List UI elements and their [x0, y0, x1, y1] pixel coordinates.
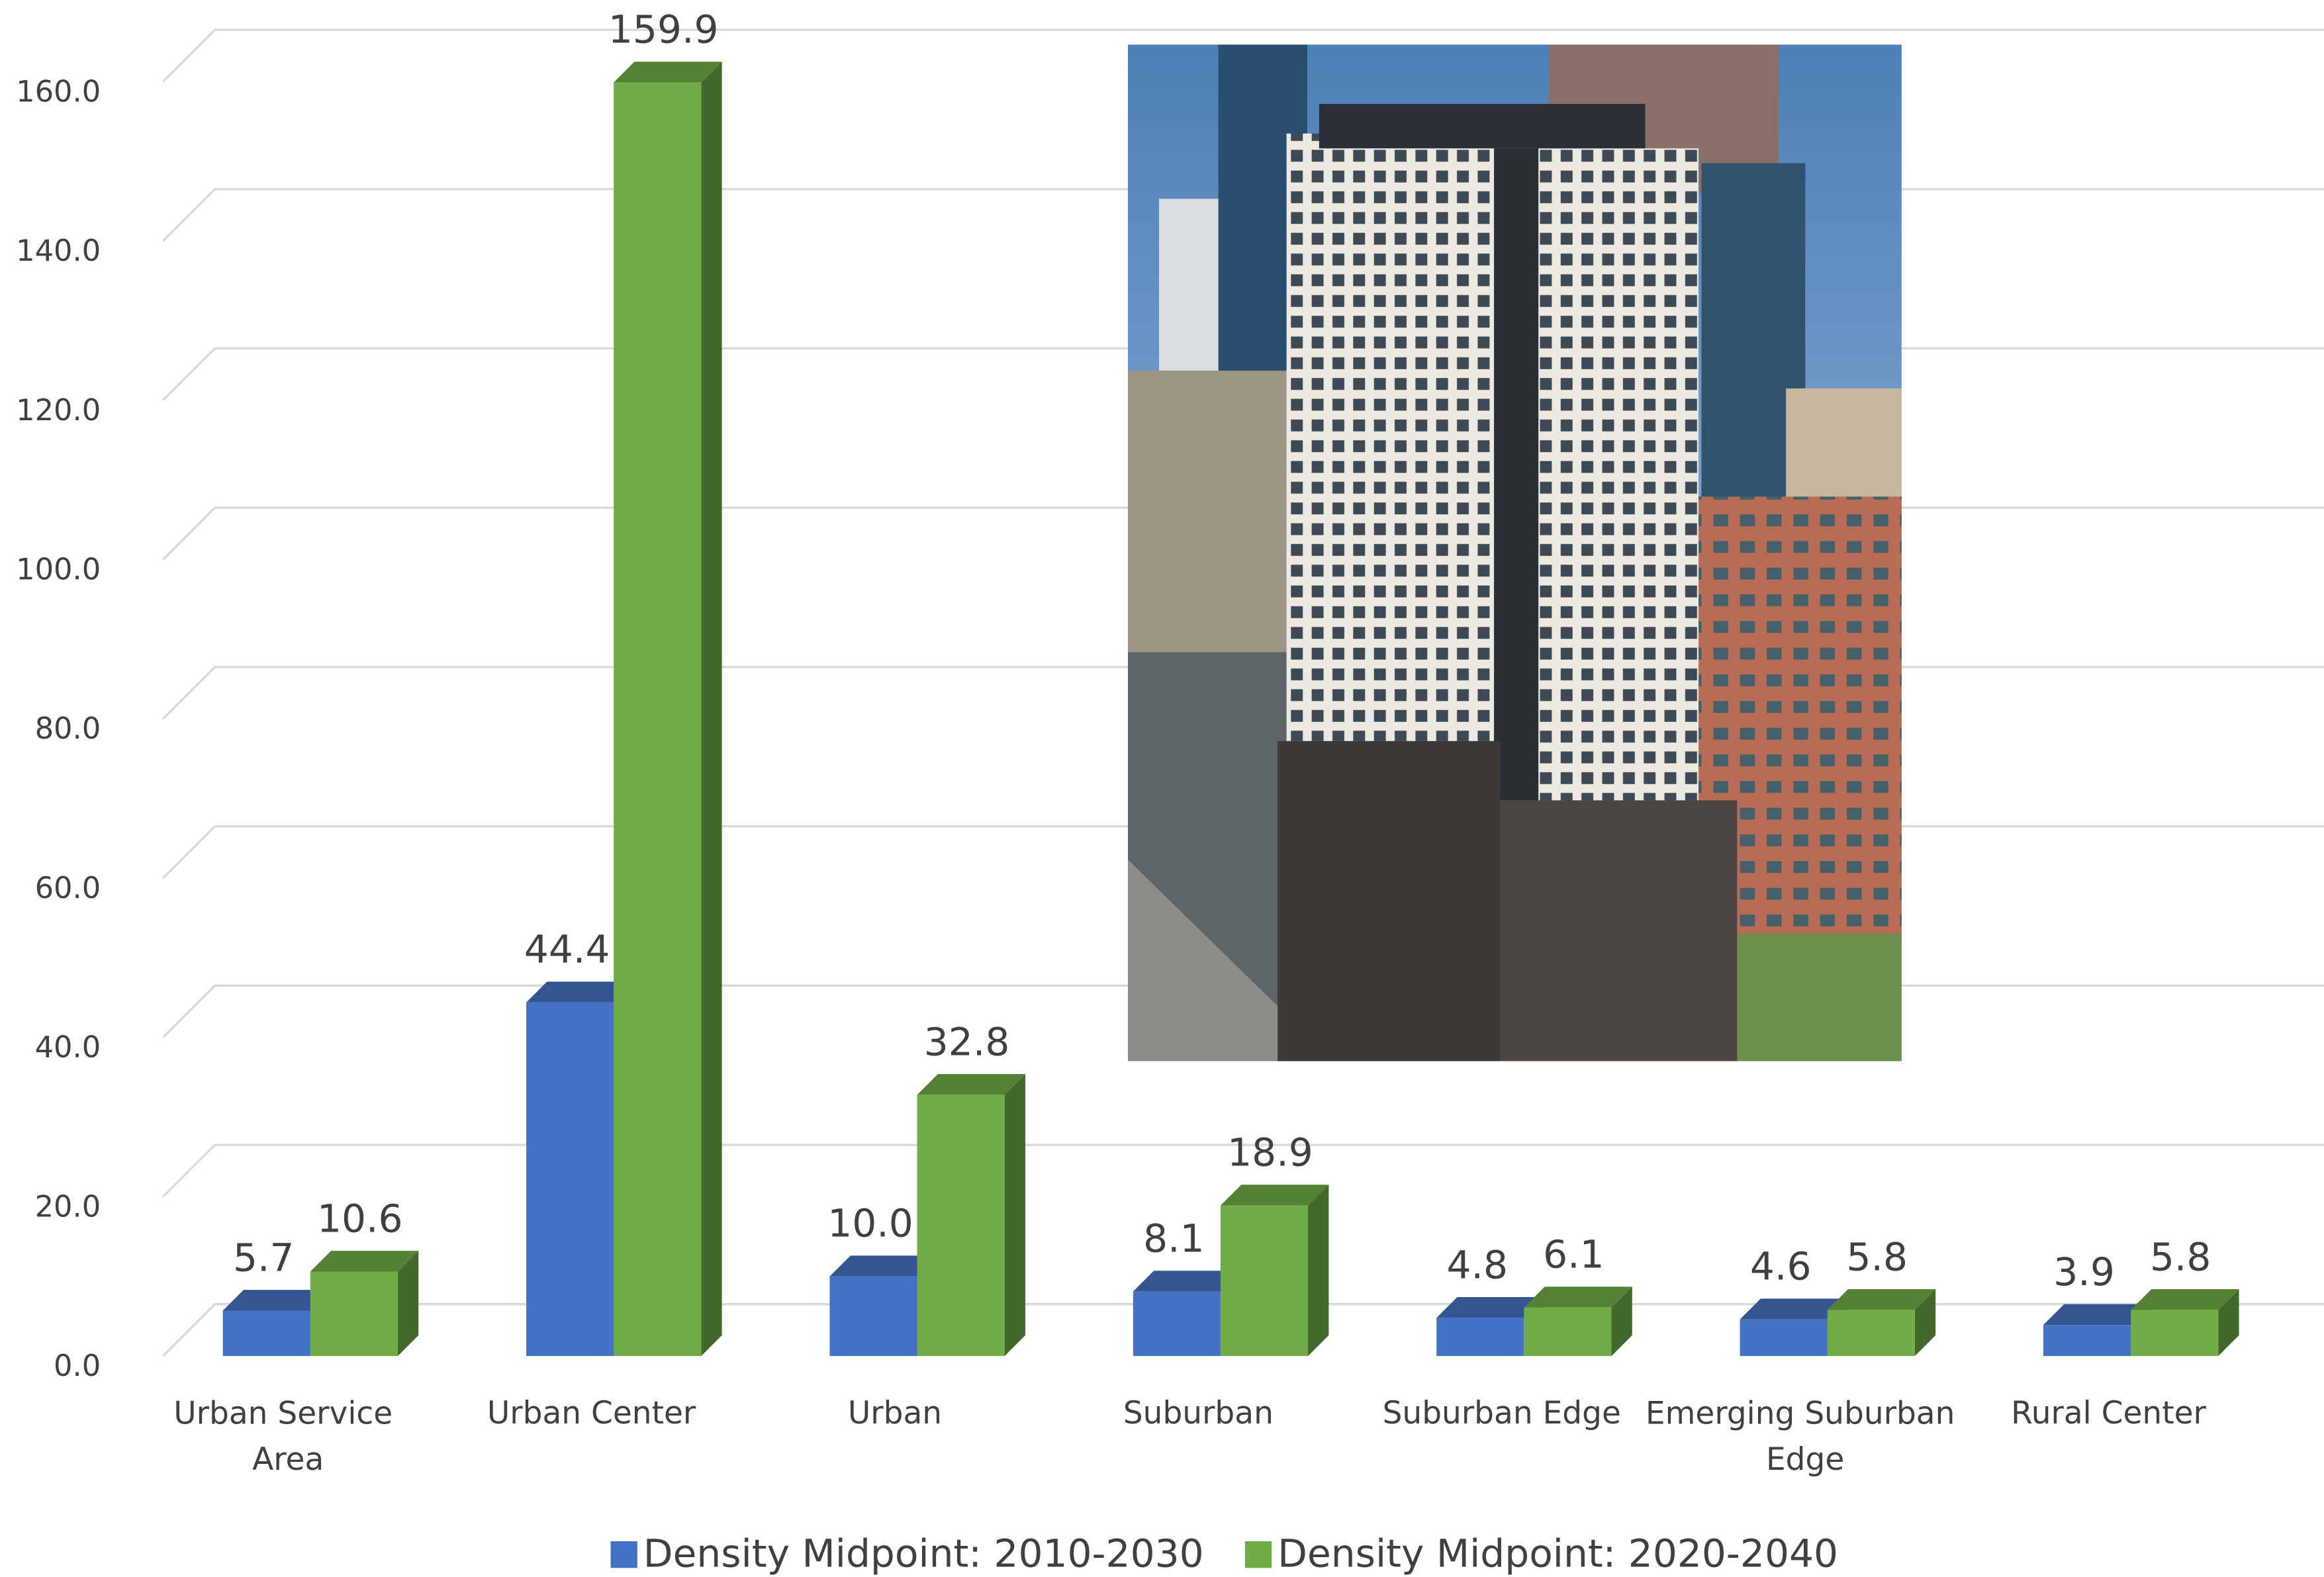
y-tick-label: 40.0: [35, 1030, 101, 1065]
bar-top: [1827, 1288, 1936, 1310]
bar: [1827, 1288, 1936, 1357]
value-label: 4.6: [1750, 1244, 1812, 1289]
value-label: 10.6: [317, 1196, 403, 1241]
bar: [1827, 1310, 1915, 1357]
x-tick-label: Suburban Edge: [1383, 1395, 1621, 1431]
bar: [310, 1271, 398, 1357]
value-label: 6.1: [1543, 1232, 1604, 1277]
legend-label: Density Midpoint: 2010-2030: [643, 1531, 1204, 1576]
y-tick-label: 160.0: [16, 73, 101, 109]
value-label: 8.1: [1143, 1216, 1205, 1261]
y-tick-label: 20.0: [35, 1189, 101, 1224]
photo: [1127, 44, 1902, 1061]
x-tick-label: Emerging Suburban Edge: [1646, 1395, 1965, 1477]
y-tick-label: 120.0: [16, 392, 101, 428]
grid: 0.0 20.0 40.0 60.0 80.0 100.0 120.0 140.0 160.0 U…: [16, 28, 2324, 1478]
value-label: 5.8: [1846, 1234, 1908, 1279]
value-label: 5.8: [2150, 1234, 2211, 1279]
y-tick-label: 140.0: [16, 233, 101, 268]
x-tick-label: Urban Service Area: [173, 1395, 402, 1477]
bar-side: [1914, 1288, 1936, 1357]
legend: Density Midpoint: 2010-2030 Density Midpo…: [610, 1531, 1838, 1576]
bars: 5.7 10.6 44.4 159.9 10.0 32.8 8.1 18.9 4.8 6.1 4.6…: [222, 7, 2239, 1357]
bar-top: [917, 1073, 1026, 1095]
bar: [310, 1251, 419, 1357]
x-tick-label: Rural Center: [2011, 1395, 2206, 1431]
bar-top: [614, 62, 722, 83]
legend-label: Density Midpoint: 2020-2040: [1278, 1531, 1838, 1576]
bar: [1524, 1307, 1612, 1357]
bar: [1133, 1291, 1221, 1357]
value-label: 3.9: [2053, 1249, 2115, 1294]
bar: [2043, 1325, 2131, 1357]
value-label: 5.7: [233, 1235, 295, 1280]
bar: [526, 1002, 614, 1357]
bar: [1740, 1319, 1828, 1357]
x-tick-label: Urban: [848, 1395, 942, 1431]
value-label: 159.9: [608, 7, 719, 52]
bar: [1436, 1318, 1524, 1357]
legend-swatch: [1244, 1541, 1272, 1568]
x-tick-label: Suburban: [1123, 1395, 1274, 1431]
bar-top: [310, 1251, 419, 1272]
y-tick-label: 80.0: [35, 711, 101, 746]
bar-top: [526, 981, 635, 1003]
bar: [1220, 1205, 1309, 1357]
bar-top: [1740, 1298, 1849, 1320]
legend-swatch: [610, 1541, 637, 1568]
bar-side: [397, 1251, 419, 1357]
bar-side: [1004, 1073, 1026, 1357]
bar-side: [1611, 1286, 1632, 1357]
bar-top: [1220, 1185, 1329, 1206]
y-tick-label: 100.0: [16, 551, 101, 586]
bar-top: [1133, 1271, 1242, 1292]
bar: [1524, 1286, 1632, 1357]
y-tick-label: 0.0: [54, 1348, 101, 1383]
bar-side: [2218, 1288, 2239, 1357]
bar-top: [2043, 1304, 2152, 1326]
bar: [222, 1310, 310, 1357]
bar: [2131, 1310, 2219, 1357]
bar-top: [2131, 1288, 2239, 1310]
bar-top: [1436, 1296, 1545, 1318]
bar: [614, 82, 702, 1357]
value-label: 10.0: [827, 1201, 913, 1246]
value-label: 32.8: [924, 1019, 1010, 1064]
x-tick-label: Urban Center: [487, 1395, 696, 1431]
value-label: 18.9: [1227, 1130, 1313, 1175]
bar: [614, 62, 722, 1357]
bar-side: [1308, 1185, 1329, 1357]
bar-top: [1524, 1286, 1632, 1308]
bar: [829, 1276, 917, 1357]
bar-top: [222, 1290, 332, 1311]
y-tick-label: 60.0: [35, 870, 101, 905]
bar-top: [829, 1255, 938, 1277]
grid-line: [162, 28, 2324, 83]
value-label: 44.4: [524, 927, 610, 972]
bar: [917, 1095, 1005, 1357]
bar: [917, 1073, 1026, 1357]
bar-side: [701, 62, 722, 1357]
grid-line: [162, 1144, 2324, 1198]
value-label: 4.8: [1447, 1242, 1509, 1287]
bar: [1220, 1185, 1329, 1357]
bar: [2131, 1288, 2239, 1357]
